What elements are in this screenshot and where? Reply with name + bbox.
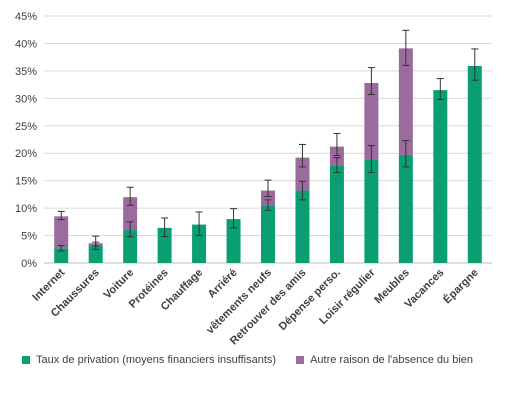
bar-segment-autre-raison: [295, 157, 310, 191]
x-tick-label: Dépense perso.: [277, 267, 343, 333]
chart-legend: Taux de privation (moyens financiers ins…: [22, 348, 512, 372]
legend-swatch-autre-raison: [296, 356, 305, 364]
bar-segment-privation: [226, 219, 241, 263]
bar-segment-autre-raison: [54, 216, 69, 249]
bar-segment-autre-raison: [261, 190, 275, 206]
bar-segment-privation: [123, 230, 138, 263]
bar-segment-privation: [364, 159, 379, 263]
bar-segment-privation: [467, 65, 482, 264]
x-tick-label: Voiture: [102, 267, 137, 302]
bar-segment-privation: [329, 165, 344, 263]
x-tick-label: Arriéré: [206, 267, 240, 301]
y-tick-label: 30%: [15, 93, 37, 105]
y-tick-label: 40%: [15, 38, 37, 50]
y-tick-label: 45%: [15, 11, 37, 23]
bar-segment-autre-raison: [329, 146, 344, 166]
legend-label-privation: Taux de privation (moyens financiers ins…: [36, 354, 277, 366]
y-tick-label: 15%: [15, 176, 37, 188]
bar-segment-privation: [54, 248, 69, 263]
legend-item-autre-raison: Autre raison de l'absence du bien: [296, 354, 473, 366]
x-tick-label: Épargne: [441, 266, 481, 306]
bar-segment-privation: [398, 154, 413, 263]
bar-segment-privation: [88, 245, 103, 263]
bar-segment-privation: [192, 224, 207, 263]
bar-segment-autre-raison: [398, 48, 413, 155]
y-tick-label: 20%: [15, 148, 37, 160]
bar-segment-privation: [261, 205, 275, 263]
legend-item-privation: Taux de privation (moyens financiers ins…: [22, 354, 276, 366]
bar-segment-autre-raison: [364, 82, 379, 160]
legend-label-autre-raison: Autre raison de l'absence du bien: [310, 354, 474, 366]
y-tick-label: 35%: [15, 66, 37, 78]
x-tick-label: vêtements neufs: [204, 267, 274, 337]
bar-segment-privation: [295, 190, 310, 263]
legend-swatch-privation: [22, 356, 30, 364]
y-tick-label: 5%: [21, 231, 37, 243]
bar-segment-privation: [433, 90, 448, 263]
y-tick-label: 25%: [15, 121, 37, 133]
y-tick-label: 0%: [21, 258, 37, 270]
y-tick-label: 10%: [15, 203, 37, 215]
